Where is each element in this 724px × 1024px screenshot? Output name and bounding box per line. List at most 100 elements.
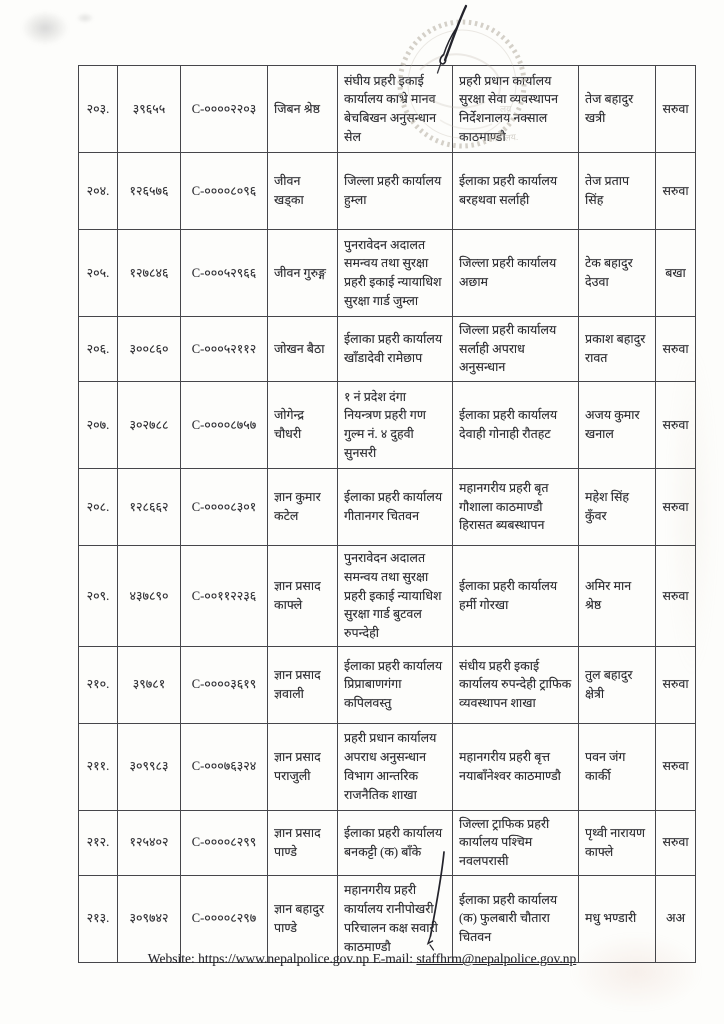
- table-row: २१०. ३९७८१ C-००००३६१९ ज्ञान प्रसाद ज्ञवाली ई…: [78, 645, 696, 724]
- table-row: २०४. १२६५७६ C-००००८०९६ जीवन खड्का जिल्ला प्र…: [78, 152, 696, 230]
- table-row: २०६. ३००८६० C-०००५२११२ जोखन बैठा ईलाका प्रहर…: [78, 316, 696, 382]
- cell-serial: २०९.: [78, 545, 118, 647]
- cell-recommended-by: तेज प्रताप सिंह: [578, 152, 656, 230]
- table-row: २०९. ४३७८९० C-००११२२३६ ज्ञान प्रसाद काफ्ले प…: [78, 545, 696, 647]
- cell-serial: २०४.: [78, 152, 118, 230]
- cell-recommended-by: महेश सिंह कुँवर: [578, 468, 656, 546]
- cell-from-office: पुनरावेदन अदालत समन्वय तथा सुरक्षा प्रहर…: [337, 229, 453, 317]
- cell-remark: सरुवा: [655, 468, 696, 546]
- cell-from-office: ईलाका प्रहरी कार्यालय खाँडादेवी रामेछाप: [337, 316, 453, 382]
- cell-serial: २११.: [78, 722, 118, 811]
- cell-serial: २१२.: [78, 809, 118, 876]
- cell-name: ज्ञान प्रसाद पाण्डे: [267, 809, 338, 876]
- cell-c-no: C-०००७६३२४: [180, 722, 268, 811]
- table-row: २०७. ३०२७८८ C-००००८७५७ जोगेन्द्र चौधरी १ नं …: [78, 381, 696, 469]
- cell-to-office: महानगरीय प्रहरी बृत गौशाला काठमाण्डौ हिर…: [452, 468, 579, 546]
- cell-c-no: C-००००२२०३: [180, 65, 268, 153]
- cell-reg-no: १२६५७६: [117, 152, 181, 230]
- cell-to-office: महानगरीय प्रहरी बृत्त नयाबाँनेश्वर काठमा…: [452, 722, 579, 811]
- cell-reg-no: १२८६६२: [117, 468, 181, 546]
- cell-remark: अअ: [655, 874, 696, 963]
- website-url: https://www.nepalpolice.gov.np: [198, 951, 370, 966]
- cell-to-office: जिल्ला प्रहरी कार्यालय अछाम: [452, 229, 579, 317]
- cell-to-office: ईलाका प्रहरी कार्यालय (क) फुलबारी चौतारा…: [452, 874, 579, 963]
- cell-remark: सरुवा: [655, 645, 696, 724]
- cell-c-no: C-००००८३०१: [180, 468, 268, 546]
- cell-c-no: C-००००८२९९: [180, 809, 268, 876]
- cell-name: जोगेन्द्र चौधरी: [267, 381, 338, 469]
- cell-to-office: प्रहरी प्रधान कार्यालय सुरक्षा सेवा व्यव…: [452, 65, 579, 153]
- cell-reg-no: ४३७८९०: [117, 545, 181, 647]
- cell-reg-no: ३०२७८८: [117, 381, 181, 469]
- table-row: २०३. ३९६५५ C-००००२२०३ जिबन श्रेष्ठ संघीय प्र…: [78, 65, 696, 153]
- cell-reg-no: ३९७८१: [117, 645, 181, 724]
- scan-smudge: [12, 4, 78, 52]
- cell-recommended-by: मधु भण्डारी: [578, 874, 656, 963]
- cell-remark: सरुवा: [655, 381, 696, 469]
- cell-to-office: जिल्ला ट्राफिक प्रहरी कार्यालय पश्चिम नव…: [452, 809, 579, 876]
- cell-c-no: C-०००५२११२: [180, 316, 268, 382]
- cell-recommended-by: टेक बहादुर देउवा: [578, 229, 656, 317]
- cell-name: ज्ञान प्रसाद काफ्ले: [267, 545, 338, 647]
- cell-name: ज्ञान प्रसाद पराजुली: [267, 722, 338, 811]
- cell-from-office: पुनरावेदन अदालत समन्वय तथा सुरक्षा प्रहर…: [337, 545, 453, 647]
- cell-from-office: संघीय प्रहरी इकाई कार्यालय काभ्रे मानव ब…: [337, 65, 453, 153]
- cell-c-no: C-००००८७५७: [180, 381, 268, 469]
- cell-to-office: ईलाका प्रहरी कार्यालय हर्मी गोरखा: [452, 545, 579, 647]
- cell-remark: सरुवा: [655, 545, 696, 647]
- cell-serial: २१०.: [78, 645, 118, 724]
- cell-serial: २०६.: [78, 316, 118, 382]
- cell-from-office: ईलाका प्रहरी कार्यालय गीतानगर चितवन: [337, 468, 453, 546]
- cell-name: ज्ञान प्रसाद ज्ञवाली: [267, 645, 338, 724]
- cell-reg-no: १२७८४६: [117, 229, 181, 317]
- cell-recommended-by: पृथ्वी नारायण काफ्ले: [578, 809, 656, 876]
- cell-remark: सरुवा: [655, 152, 696, 230]
- cell-from-office: महानगरीय प्रहरी कार्यालय रानीपोखरी परिचा…: [337, 874, 453, 963]
- cell-c-no: C-००११२२३६: [180, 545, 268, 647]
- cell-serial: २०७.: [78, 381, 118, 469]
- cell-to-office: जिल्ला प्रहरी कार्यालय सर्लाही अपराध अनु…: [452, 316, 579, 382]
- cell-remark: सरुवा: [655, 316, 696, 382]
- cell-reg-no: ३०९९८३: [117, 722, 181, 811]
- cell-name: जीवन गुरुङ्ग: [267, 229, 338, 317]
- cell-name: जीवन खड्का: [267, 152, 338, 230]
- cell-from-office: १ नं प्रदेश दंगा नियन्त्रण प्रहरी गण गुल…: [337, 381, 453, 469]
- cell-remark: सरुवा: [655, 809, 696, 876]
- cell-recommended-by: प्रकाश बहादुर रावत: [578, 316, 656, 382]
- cell-from-office: जिल्ला प्रहरी कार्यालय हुम्ला: [337, 152, 453, 230]
- cell-serial: २०५.: [78, 229, 118, 317]
- cell-recommended-by: तुल बहादुर क्षेत्री: [578, 645, 656, 724]
- pen-checkmark: [436, 4, 468, 74]
- cell-to-office: संधीय प्रहरी इकाई कार्यालय रुपन्देही ट्र…: [452, 645, 579, 724]
- cell-from-office: ईलाका प्रहरी कार्यालय प्रिप्राबाणगंगा कप…: [337, 645, 453, 724]
- cell-recommended-by: तेज बहादुर खत्री: [578, 65, 656, 153]
- cell-remark: सरुवा: [655, 722, 696, 811]
- cell-remark: बखा: [655, 229, 696, 317]
- cell-reg-no: १२५४०२: [117, 809, 181, 876]
- cell-name: जोखन बैठा: [267, 316, 338, 382]
- email-label: E-mail:: [372, 951, 414, 966]
- table-row: २११. ३०९९८३ C-०००७६३२४ ज्ञान प्रसाद पराजुली…: [78, 722, 696, 811]
- email-address: staffhrm@nepalpolice.gov.np: [416, 951, 577, 966]
- transfer-roster-table: २०३. ३९६५५ C-००००२२०३ जिबन श्रेष्ठ संघीय प्र…: [78, 65, 696, 963]
- cell-reg-no: ३००८६०: [117, 316, 181, 382]
- table-row: २१२. १२५४०२ C-००००८२९९ ज्ञान प्रसाद पाण्डे ई…: [78, 809, 696, 876]
- cell-recommended-by: पवन जंग कार्की: [578, 722, 656, 811]
- cell-c-no: C-००००८०९६: [180, 152, 268, 230]
- cell-serial: २०३.: [78, 65, 118, 153]
- cell-serial: २०८.: [78, 468, 118, 546]
- cell-reg-no: ३०९७४२: [117, 874, 181, 963]
- scan-smudge: [72, 10, 98, 26]
- cell-recommended-by: अजय कुमार खनाल: [578, 381, 656, 469]
- cell-c-no: C-०००५२९६६: [180, 229, 268, 317]
- cell-c-no: C-००००३६१९: [180, 645, 268, 724]
- cell-name: ज्ञान कुमार कटेल: [267, 468, 338, 546]
- cell-reg-no: ३९६५५: [117, 65, 181, 153]
- page-footer: Website: https://www.nepalpolice.gov.np …: [0, 951, 724, 967]
- cell-to-office: ईलाका प्रहरी कार्यालय देवाही गोनाही रौतह…: [452, 381, 579, 469]
- cell-recommended-by: अमिर मान श्रेष्ठ: [578, 545, 656, 647]
- cell-c-no: C-००००८२९७: [180, 874, 268, 963]
- cell-to-office: ईलाका प्रहरी कार्यालय बरहथवा सर्लाही: [452, 152, 579, 230]
- table-row: २०८. १२८६६२ C-००००८३०१ ज्ञान कुमार कटेल ईलाक…: [78, 468, 696, 546]
